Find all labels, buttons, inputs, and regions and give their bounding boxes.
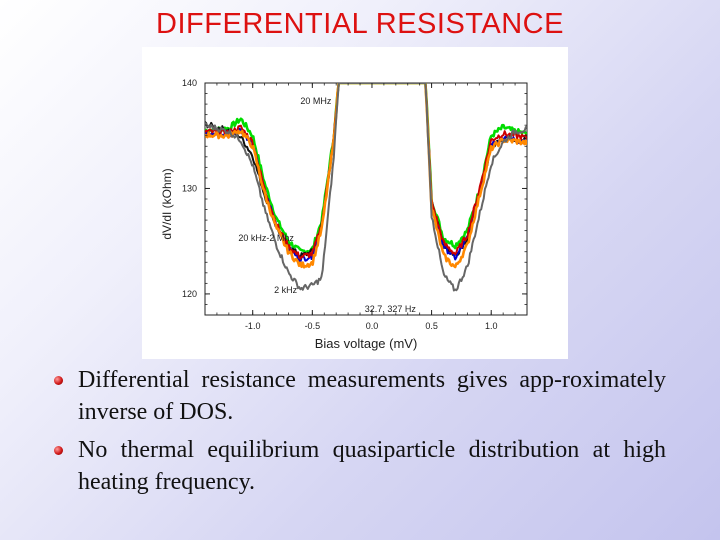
labels-layer: Bias voltage (mV) dV/dI (kOhm) 20 MHz 20 kH…	[160, 96, 417, 351]
annotation-label: 20 MHz	[300, 96, 332, 106]
bullet-item: Differential resistance measurements giv…	[50, 364, 666, 428]
dvdi-chart: -1.0 -0.5 0.0 0.5 1.0 120 130 140 Bias voltage …	[160, 78, 528, 351]
bullet-text: No thermal equilibrium quasiparticle dis…	[78, 437, 666, 495]
bullet-text: Differential resistance measurements giv…	[78, 367, 666, 425]
y-tick-label: 130	[182, 183, 197, 193]
x-tick-label: 0.0	[366, 321, 379, 331]
bullet-list: Differential resistance measurements giv…	[50, 364, 666, 504]
series-line	[205, 83, 527, 269]
y-axis-label: dV/dI (kOhm)	[160, 168, 174, 239]
bullet-item: No thermal equilibrium quasiparticle dis…	[50, 434, 666, 498]
slide-title: DIFFERENTIAL RESISTANCE	[156, 8, 564, 40]
ticks-layer: -1.0 -0.5 0.0 0.5 1.0 120 130 140	[182, 78, 528, 331]
x-tick-label: 1.0	[485, 321, 498, 331]
bullet-dot-icon	[54, 376, 63, 385]
y-tick-label: 120	[182, 289, 197, 299]
x-tick-label: -1.0	[245, 321, 261, 331]
series-line	[205, 83, 527, 292]
bullet-dot-icon	[54, 446, 63, 455]
annotation-label: 2 kHz	[274, 285, 298, 295]
chart-panel: -1.0 -0.5 0.0 0.5 1.0 120 130 140 Bias voltage …	[142, 47, 568, 359]
x-tick-label: -0.5	[305, 321, 321, 331]
annotation-label: 32.7, 327 Hz	[365, 304, 417, 314]
series-layer	[205, 83, 527, 292]
x-tick-label: 0.5	[425, 321, 438, 331]
y-tick-label: 140	[182, 78, 197, 88]
x-axis-label: Bias voltage (mV)	[315, 336, 418, 351]
annotation-label: 20 kHz-2 Mhz	[238, 233, 294, 243]
